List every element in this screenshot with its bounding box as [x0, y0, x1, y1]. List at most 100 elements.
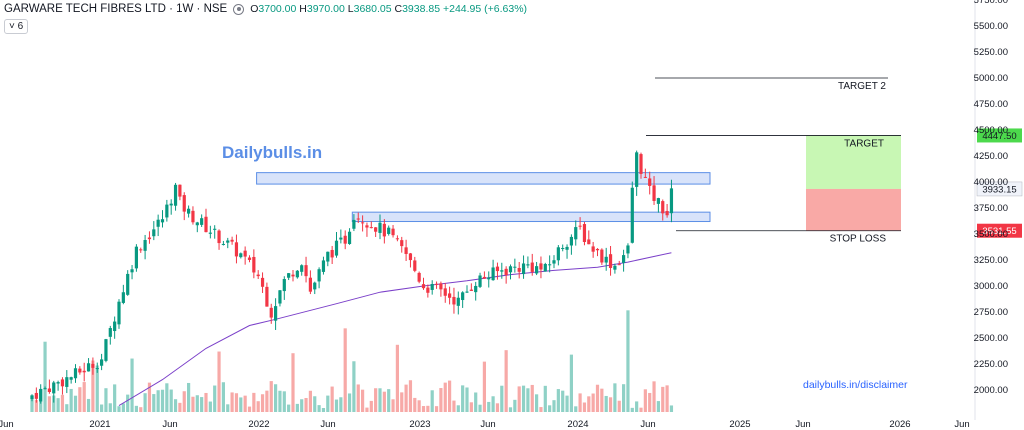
candle-body — [482, 276, 486, 279]
ohlc-readout: O3700.00 H3970.00 L3680.05 C3938.85 +244… — [250, 3, 528, 15]
candle-body — [439, 283, 443, 290]
symbol-title[interactable]: GARWARE TECH FIBRES LTD · 1W · NSE — [4, 3, 228, 15]
candle-body — [426, 287, 430, 293]
candle-body — [295, 270, 299, 278]
candle-body — [326, 251, 330, 262]
indicator-collapse-toggle[interactable]: ˅ 6 — [4, 19, 29, 34]
volume-bar — [448, 380, 452, 412]
volume-bar — [574, 406, 578, 412]
volume-bar — [347, 393, 352, 412]
volume-bar — [239, 397, 243, 412]
candle-body — [60, 379, 65, 387]
candle-body — [652, 185, 656, 201]
volume-bar — [326, 395, 330, 412]
volume-bar — [404, 384, 408, 412]
candle-body — [591, 246, 595, 252]
volume-bar — [395, 344, 399, 412]
volume-bar — [282, 391, 286, 412]
candle-body — [374, 227, 378, 232]
candle-body — [521, 263, 526, 275]
candle-body — [635, 152, 639, 187]
candle-body — [413, 260, 417, 271]
volume-bar — [652, 381, 656, 412]
candle-body — [365, 225, 369, 228]
volume-bar — [434, 406, 439, 412]
candle-body — [526, 264, 530, 266]
candle-body — [265, 286, 269, 307]
y-tick-label: 4000.00 — [974, 177, 1008, 188]
candle-body — [517, 267, 521, 272]
volume-bar — [304, 397, 308, 412]
risk-reward-box — [806, 135, 901, 231]
volume-bar — [169, 389, 173, 412]
volume-bar — [139, 407, 143, 412]
volume-bar — [34, 400, 38, 412]
volume-bar — [443, 382, 447, 412]
candle-body — [474, 285, 478, 293]
volume-bar — [526, 388, 530, 412]
stop-loss-label: STOP LOSS — [830, 234, 887, 245]
target2-label: TARGET 2 — [838, 81, 886, 92]
volume-bar — [387, 389, 391, 412]
volume-bar — [617, 400, 621, 412]
candle-body — [182, 195, 186, 212]
candle-body — [417, 272, 421, 282]
candle-body — [334, 240, 339, 256]
candle-body — [130, 269, 134, 273]
target-price-badge — [977, 128, 1022, 143]
candle-body — [387, 227, 391, 234]
visibility-eye-icon[interactable] — [233, 3, 245, 15]
candle-body — [513, 266, 517, 268]
candle-body — [104, 339, 108, 361]
candle-body — [452, 296, 456, 305]
volume-bar — [622, 384, 626, 412]
volume-bar — [374, 388, 378, 412]
candle-body — [504, 268, 508, 275]
candle-body — [43, 388, 47, 390]
x-tick-label: Jun — [0, 419, 14, 430]
candle-body — [139, 249, 143, 251]
volume-bar — [200, 397, 204, 412]
y-tick-label: 5500.00 — [974, 21, 1008, 32]
volume-bar — [108, 403, 112, 412]
volume-bar — [208, 401, 212, 412]
volume-bar — [365, 407, 369, 412]
volume-bar — [521, 385, 526, 412]
candle-body — [287, 273, 291, 278]
volume-bar — [173, 399, 178, 412]
volume-bar — [104, 388, 108, 412]
candle-body — [382, 223, 386, 237]
volume-bar — [669, 405, 674, 412]
volume-bar — [126, 394, 130, 412]
volume-bar — [582, 402, 587, 412]
volume-bar — [569, 354, 573, 412]
resistance-zone-lower — [351, 211, 711, 223]
volume-bar — [165, 383, 169, 412]
volume-bar — [500, 385, 504, 412]
candle-body — [165, 204, 169, 218]
y-tick-label: 5750.00 — [974, 0, 1008, 6]
volume-bar — [535, 394, 539, 412]
volume-bar — [561, 390, 565, 412]
stop-loss-price-badge — [977, 223, 1022, 238]
y-tick-label: 5250.00 — [974, 47, 1008, 58]
volume-bar — [648, 392, 652, 412]
x-tick-label: Jun — [640, 419, 655, 430]
y-tick-label: 4500.00 — [974, 125, 1008, 136]
volume-bar — [295, 403, 299, 412]
volume-bar — [313, 396, 317, 412]
volume-bar — [265, 390, 269, 412]
last-price-badge — [976, 181, 1023, 197]
volume-bar — [343, 328, 347, 412]
candle-body — [134, 246, 138, 269]
risk-area — [806, 188, 901, 231]
candle-body — [378, 222, 382, 233]
candle-body — [622, 255, 626, 263]
volume-bar — [595, 384, 600, 412]
candle-body — [491, 267, 495, 281]
candle-body — [34, 392, 38, 399]
candle-body — [56, 382, 60, 384]
y-tick-label: 2500.00 — [974, 333, 1008, 344]
candle-body — [191, 210, 195, 223]
